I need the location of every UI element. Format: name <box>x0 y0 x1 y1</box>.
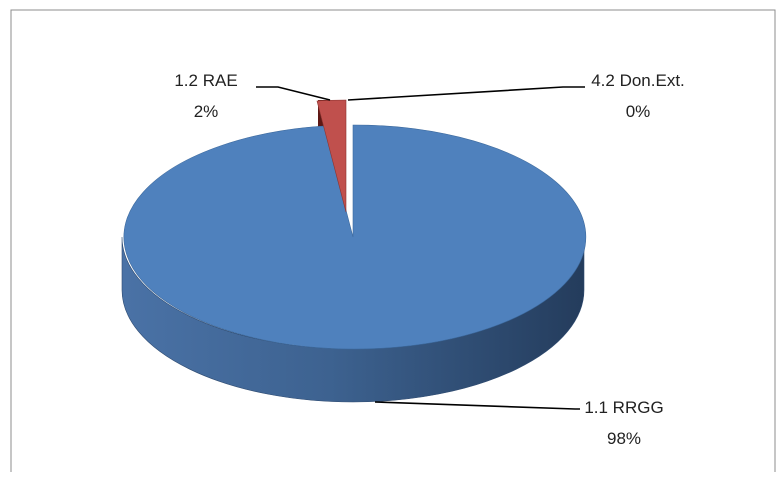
label-rrgg-name: 1.1 RRGG <box>584 398 663 417</box>
leader-line-rae <box>256 86 331 101</box>
label-don-ext-percent: 0% <box>626 102 651 121</box>
leader-line-don-ext <box>347 86 585 101</box>
label-rrgg-percent: 98% <box>607 429 641 448</box>
label-don-ext-name: 4.2 Don.Ext. <box>591 71 685 90</box>
label-rae-percent: 2% <box>194 102 219 121</box>
slice-rrgg <box>123 124 587 350</box>
slice-rrgg-side <box>121 236 585 403</box>
chart-frame <box>10 9 776 472</box>
leader-line-rrgg <box>374 401 580 410</box>
label-rae-name: 1.2 RAE <box>174 71 237 90</box>
slice-rae <box>316 99 347 213</box>
